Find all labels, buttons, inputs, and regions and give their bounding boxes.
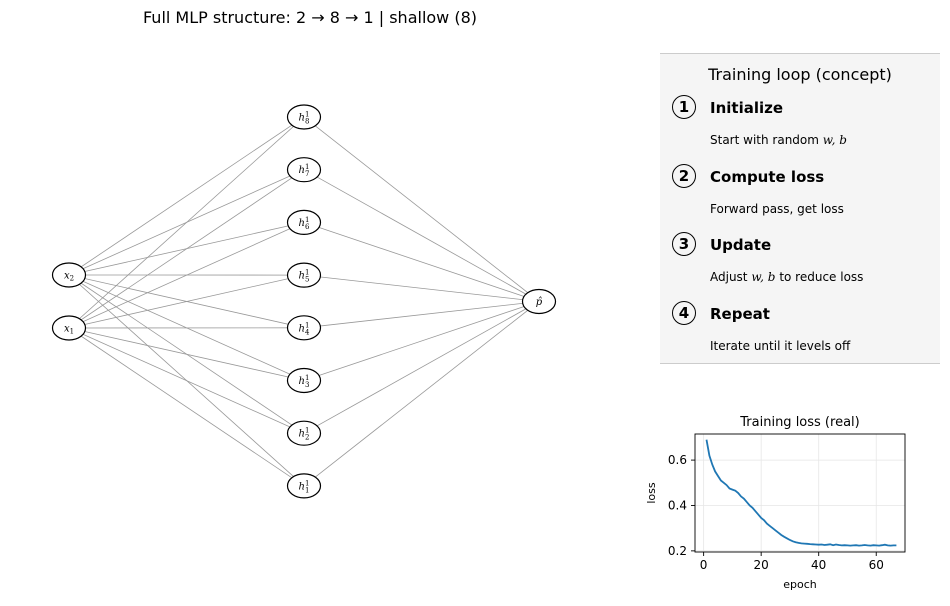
hidden-node-h7: h1 7 (286, 157, 322, 183)
step-title: Repeat (710, 305, 770, 323)
x-axis-label: epoch (783, 578, 817, 591)
training-loss-chart: Training loss (real) 0 20 40 60 0.2 0.4 0.6 epoc… (645, 415, 906, 591)
network-diagram: x2 x1 h1 8 h1 7 h1 6 h1 5 h1 4 h1 3 h1 2 h1 1 p̂ (51, 104, 557, 499)
input-node-label: x2 (64, 271, 74, 283)
step-title: Update (710, 236, 772, 254)
y-tick-label: 0.2 (668, 544, 687, 558)
hidden-node-label: h1 6 (299, 216, 310, 231)
step-description: Forward pass, get loss (710, 202, 844, 216)
step-title: Compute loss (710, 168, 825, 186)
hidden-node-h4: h1 4 (286, 315, 322, 341)
edges (68, 116, 540, 487)
edge-x1-h1 (68, 327, 305, 487)
step-title: Initialize (710, 99, 784, 117)
hidden-node-h1: h1 1 (286, 473, 322, 499)
step-initialize: 1 Initialize Start with random w, b (660, 95, 940, 163)
edge-x1-h3 (68, 327, 305, 381)
plot-frame (694, 433, 906, 553)
hidden-node-h5: h1 5 (286, 262, 322, 288)
edge-x1-h6 (68, 222, 305, 329)
edge-h1-p (303, 301, 540, 487)
edge-h3-p (303, 301, 540, 381)
hidden-node-h8: h1 8 (286, 104, 322, 130)
hidden-node-label: h1 2 (299, 427, 310, 442)
step-update: 3 Update Adjust w, b to reduce loss (660, 232, 940, 300)
hidden-node-label: h1 1 (299, 479, 310, 494)
hidden-node-h2: h1 2 (286, 420, 322, 446)
chart-grid (695, 434, 905, 552)
hidden-node-label: h1 3 (299, 374, 310, 389)
y-tick-label: 0.6 (668, 453, 687, 467)
edge-x1-h2 (68, 327, 305, 434)
edge-x1-h8 (68, 116, 305, 329)
input-node-x1: x1 (51, 315, 87, 341)
input-node-x2: x2 (51, 262, 87, 288)
y-axis-label: loss (645, 482, 658, 504)
edge-x2-h8 (68, 116, 305, 276)
edge-h4-p (303, 301, 540, 329)
edge-x1-h5 (68, 274, 305, 329)
hidden-node-label: h1 5 (299, 269, 310, 284)
hidden-node-label: h1 8 (299, 111, 310, 126)
edge-x1-h7 (68, 169, 305, 329)
figure-title: Full MLP structure: 2 → 8 → 1 | shallow … (142, 8, 478, 27)
step-description: Adjust w, b to reduce loss (710, 270, 864, 284)
training-loop-panel: Training loop (concept) 1 Initialize Sta… (660, 53, 940, 364)
edge-h8-p (303, 116, 540, 302)
hidden-node-h6: h1 6 (286, 209, 322, 235)
chart-title: Training loss (real) (739, 415, 859, 430)
step-repeat: 4 Repeat Iterate until it levels off (660, 301, 940, 369)
y-tick-label: 0.4 (668, 498, 687, 512)
output-node-label: p̂ (536, 297, 543, 308)
hidden-node-label: h1 7 (299, 163, 310, 178)
step-description: Iterate until it levels off (710, 339, 851, 353)
edge-h7-p (303, 169, 540, 302)
x-tick-label: 0 (700, 558, 708, 572)
step-number-badge: 4 (672, 301, 696, 325)
step-compute-loss: 2 Compute loss Forward pass, get loss (660, 164, 940, 232)
input-node-label: x1 (64, 324, 74, 336)
edge-h2-p (303, 301, 540, 434)
x-tick-label: 60 (869, 558, 884, 572)
x-tick-label: 40 (811, 558, 826, 572)
step-number-badge: 2 (672, 164, 696, 188)
panel-title: Training loop (concept) (708, 65, 892, 84)
edge-h5-p (303, 274, 540, 302)
step-description: Start with random w, b (710, 133, 847, 147)
loss-line (705, 439, 897, 547)
step-number-badge: 3 (672, 232, 696, 256)
step-number-badge: 1 (672, 95, 696, 119)
x-tick-label: 20 (754, 558, 769, 572)
edge-h6-p (303, 222, 540, 302)
hidden-node-h3: h1 3 (286, 367, 322, 394)
hidden-node-label: h1 4 (299, 321, 310, 336)
output-node-p: p̂ (521, 288, 557, 315)
